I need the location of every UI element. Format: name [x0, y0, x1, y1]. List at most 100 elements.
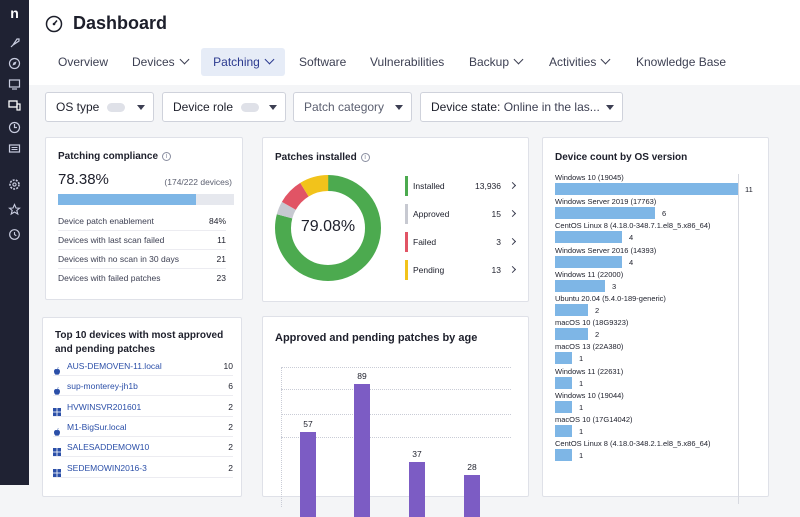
- tab-activities[interactable]: Activities: [549, 48, 609, 76]
- device-role-toggle[interactable]: [241, 103, 259, 112]
- windows-icon: [53, 464, 61, 472]
- os-bar-label: Windows 11 (22631): [555, 367, 623, 376]
- chevron-down-icon: [601, 55, 611, 65]
- chevron-right-icon: [509, 210, 516, 217]
- header: Dashboard Overview Devices Patching Soft…: [29, 0, 800, 85]
- age-bar[interactable]: [354, 384, 370, 517]
- tab-software[interactable]: Software: [299, 48, 346, 76]
- chevron-down-icon: [179, 55, 189, 65]
- tab-backup[interactable]: Backup: [469, 48, 522, 76]
- devices-icon[interactable]: [8, 99, 21, 112]
- device-role-label: Device role: [173, 100, 233, 114]
- device-name-link[interactable]: SEDEMOWIN2016-3: [67, 458, 147, 478]
- rocket-icon[interactable]: [8, 37, 21, 50]
- list-item[interactable]: SALESADDEMOW10 2: [53, 437, 233, 457]
- tab-knowledge-base[interactable]: Knowledge Base: [636, 48, 726, 76]
- star-icon[interactable]: [8, 203, 21, 216]
- apple-icon: [53, 423, 61, 431]
- tab-vulnerabilities[interactable]: Vulnerabilities: [370, 48, 444, 76]
- device-patch-count: 6: [228, 376, 233, 396]
- device-role-filter[interactable]: Device role: [162, 92, 286, 122]
- age-bar[interactable]: [300, 432, 316, 517]
- compliance-percent: 78.38%: [58, 171, 109, 188]
- os-type-filter[interactable]: OS type: [45, 92, 154, 122]
- info-icon[interactable]: i: [162, 152, 171, 161]
- apple-icon: [53, 382, 61, 390]
- tab-overview[interactable]: Overview: [58, 48, 108, 76]
- device-name-link[interactable]: SALESADDEMOW10: [67, 437, 149, 457]
- os-type-toggle[interactable]: [107, 103, 125, 112]
- chevron-down-icon: [264, 55, 274, 65]
- apple-icon: [53, 362, 61, 370]
- age-bar-value: 28: [457, 462, 487, 472]
- chevron-right-icon: [509, 266, 516, 273]
- os-bar[interactable]: [555, 352, 572, 364]
- os-bar-label: CentOS Linux 8 (4.18.0-348.7.1.el8_5.x86…: [555, 221, 711, 230]
- device-patch-count: 2: [228, 458, 233, 478]
- patch-category-filter[interactable]: Patch category: [293, 92, 412, 122]
- os-bar[interactable]: [555, 377, 572, 389]
- tickets-icon[interactable]: [8, 142, 21, 155]
- os-bar[interactable]: [555, 425, 572, 437]
- os-bar-value: 1: [579, 427, 583, 436]
- age-bar[interactable]: [464, 475, 480, 517]
- windows-icon: [53, 403, 61, 411]
- list-item[interactable]: SEDEMOWIN2016-3 2: [53, 458, 233, 478]
- gear-icon[interactable]: [8, 178, 21, 191]
- compliance-ratio: (174/222 devices): [164, 177, 232, 187]
- device-state-filter[interactable]: Device state: Online in the las...: [420, 92, 623, 122]
- os-bar[interactable]: [555, 256, 622, 268]
- caret-down-icon: [395, 105, 403, 110]
- os-bar[interactable]: [555, 231, 622, 243]
- device-name-link[interactable]: M1-BigSur.local: [67, 417, 127, 437]
- os-bar-label: macOS 10 (17G14042): [555, 415, 633, 424]
- os-bar-value: 1: [579, 451, 583, 460]
- device-state-value: Online in the las...: [504, 100, 600, 114]
- os-bar[interactable]: [555, 328, 588, 340]
- os-bar-label: macOS 13 (22A380): [555, 342, 623, 351]
- tab-devices[interactable]: Devices: [132, 48, 188, 76]
- device-name-link[interactable]: HVWINSVR201601: [67, 397, 141, 417]
- legend-swatch: [405, 232, 408, 252]
- device-patch-count: 2: [228, 417, 233, 437]
- shield-icon[interactable]: [8, 121, 21, 134]
- compliance-progress-bar: [58, 194, 234, 205]
- app-logo[interactable]: n: [7, 6, 22, 20]
- compass-icon[interactable]: [8, 57, 21, 70]
- os-version-card: Device count by OS version Windows 10 (1…: [542, 137, 769, 497]
- device-name-link[interactable]: AUS-DEMOVEN-11.local: [67, 356, 162, 376]
- monitor-icon[interactable]: [8, 78, 21, 91]
- chevron-down-icon: [514, 55, 524, 65]
- os-bar[interactable]: [555, 304, 588, 316]
- device-patch-count: 2: [228, 437, 233, 457]
- os-bar[interactable]: [555, 280, 605, 292]
- os-bar[interactable]: [555, 401, 572, 413]
- os-type-label: OS type: [56, 100, 99, 114]
- list-item[interactable]: M1-BigSur.local 2: [53, 417, 233, 437]
- caret-down-icon: [137, 105, 145, 110]
- os-bar-label: Windows 10 (19045): [555, 173, 624, 182]
- os-bar[interactable]: [555, 449, 572, 461]
- age-bar[interactable]: [409, 462, 425, 517]
- os-bar-label: macOS 10 (18G9323): [555, 318, 628, 327]
- info-icon[interactable]: i: [361, 153, 370, 162]
- grid-line: [281, 367, 511, 368]
- device-name-link[interactable]: sup-monterey-jh1b: [67, 376, 138, 396]
- tab-patching[interactable]: Patching: [201, 48, 285, 76]
- history-icon[interactable]: [8, 228, 21, 241]
- os-bar[interactable]: [555, 207, 655, 219]
- list-item[interactable]: sup-monterey-jh1b 6: [53, 376, 233, 396]
- caret-down-icon: [606, 105, 614, 110]
- os-bar[interactable]: [555, 183, 738, 195]
